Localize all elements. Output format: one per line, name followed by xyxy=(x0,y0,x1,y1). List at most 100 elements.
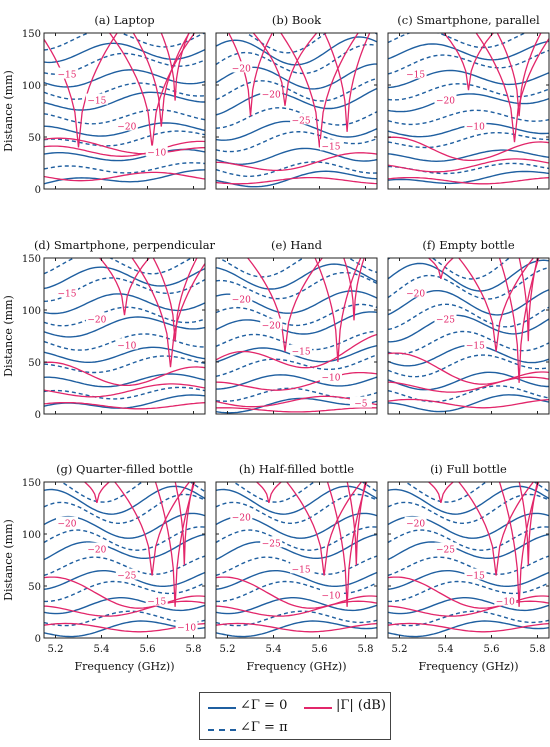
phase-0-contour xyxy=(44,266,205,290)
magnitude-contour xyxy=(252,33,318,106)
magnitude-contour xyxy=(246,258,324,352)
contour-label: −10 xyxy=(322,591,341,601)
phase-0-contour xyxy=(216,374,377,390)
phase-pi-contour xyxy=(216,526,377,551)
contour-label-bg xyxy=(404,516,427,528)
plot-area-9: −20 −25 −15 −10 xyxy=(388,482,549,638)
contour-label-bg xyxy=(56,516,78,528)
contour-label-bg xyxy=(320,588,342,600)
contour-label: −20 xyxy=(436,97,455,107)
legend-phase0-label: ∠Γ = 0 xyxy=(240,698,288,713)
legend-phasepi-label: ∠Γ = π xyxy=(240,720,288,735)
plot-frame xyxy=(387,481,550,639)
contour-label: −20 xyxy=(117,123,136,133)
magnitude-contour xyxy=(216,152,377,172)
magnitude-contour xyxy=(323,33,371,132)
phase-0-contour xyxy=(44,69,205,88)
legend-phasepi-line xyxy=(208,729,236,731)
magnitude-contour xyxy=(216,576,377,609)
panel-title: (b) Book xyxy=(272,13,322,27)
contour-label-bg xyxy=(145,145,168,157)
magnitude-contour xyxy=(44,576,205,609)
magnitude-contour xyxy=(44,33,118,148)
phase-pi-contour xyxy=(216,258,377,278)
x-tick-label: 5.4 xyxy=(438,644,454,655)
panel-3: −15 −20 −10 (c) Smartphone, parallel xyxy=(387,13,550,190)
contour-label-bg xyxy=(464,338,487,350)
magnitude-contour xyxy=(496,33,542,117)
phase-pi-contour xyxy=(388,49,549,75)
contour-label: −5 xyxy=(354,400,368,410)
contour-label: −15 xyxy=(292,565,311,575)
magnitude-contour xyxy=(388,576,549,609)
phase-pi-contour xyxy=(60,482,205,503)
y-axis-label: Distance (mm) xyxy=(2,295,15,377)
y-tick-label: 100 xyxy=(22,81,41,92)
phase-pi-contour xyxy=(388,385,549,403)
phase-pi-contour xyxy=(232,482,377,503)
contour-label-bg xyxy=(290,344,313,356)
magnitude-contour xyxy=(388,622,549,633)
contour-label: −20 xyxy=(262,90,281,100)
magnitude-contour xyxy=(388,376,549,393)
magnitude-contour xyxy=(216,333,377,369)
contour-label: −15 xyxy=(406,71,425,81)
contour-label: −25 xyxy=(436,315,455,325)
contour-label-bg xyxy=(349,396,372,408)
contour-label: −15 xyxy=(147,598,166,608)
y-axis-label: Distance (mm) xyxy=(2,70,15,152)
contour-label: −10 xyxy=(466,123,485,133)
phase-pi-contour xyxy=(388,354,549,378)
panel-1: −15 −15 −20 −10 (a) Laptop 0 50 100 150 Distance … xyxy=(2,13,206,196)
magnitude-contour xyxy=(518,482,539,566)
magnitude-contour xyxy=(44,383,205,398)
contour-label: −10 xyxy=(496,598,515,608)
plot-frame xyxy=(43,257,206,415)
phase-pi-contour xyxy=(216,580,377,603)
phase-0-contour xyxy=(216,311,377,335)
contour-label-bg xyxy=(115,568,138,580)
phase-pi-contour xyxy=(216,271,377,300)
contour-label: −25 xyxy=(436,546,455,556)
phase-0-contour xyxy=(388,149,549,163)
magnitude-contour xyxy=(442,33,495,91)
contour-label: −20 xyxy=(406,289,425,299)
legend-mag-label: |Γ| (dB) xyxy=(336,698,386,713)
plot-area-1: −15 −15 −20 −10 xyxy=(44,33,205,185)
magnitude-contour xyxy=(457,482,535,576)
magnitude-contour xyxy=(285,482,363,576)
phase-pi-contour xyxy=(44,355,205,374)
contour-label: −25 xyxy=(117,572,136,582)
contour-label-bg xyxy=(260,318,283,330)
magnitude-contour xyxy=(388,176,549,185)
magnitude-contour xyxy=(280,33,359,148)
legend: ∠Γ = 0 |Γ| (dB) ∠Γ = π xyxy=(199,692,391,740)
y-tick-label: 150 xyxy=(22,478,41,489)
magnitude-contour xyxy=(216,600,377,617)
phase-pi-contour xyxy=(44,130,205,147)
phase-0-contour xyxy=(388,597,549,615)
contour-label-bg xyxy=(434,312,457,324)
x-tick-label: 5.2 xyxy=(220,644,236,655)
x-tick-label: 5.6 xyxy=(312,644,328,655)
contour-label: −20 xyxy=(262,322,281,332)
plot-frame xyxy=(387,257,550,415)
magnitude-contour xyxy=(216,176,377,185)
phase-0-contour xyxy=(388,93,549,113)
magnitude-contour xyxy=(475,33,549,143)
phase-pi-contour xyxy=(44,82,205,100)
phase-pi-contour xyxy=(388,555,549,577)
y-tick-label: 150 xyxy=(22,29,41,40)
phase-pi-contour xyxy=(244,33,377,54)
magnitude-contour xyxy=(343,258,365,321)
phase-pi-contour xyxy=(388,267,549,300)
panel-5: −20 −20 −15 −10 −5 (e) Hand xyxy=(215,238,378,415)
magnitude-contour xyxy=(44,361,205,387)
magnitude-contour xyxy=(388,136,549,162)
contour-label-bg xyxy=(494,594,517,606)
plot-area-6: −20 −25 −15 xyxy=(388,258,549,413)
contour-label-bg xyxy=(260,87,283,99)
x-tick-label: 5.2 xyxy=(392,644,408,655)
panel-4: −15 −20 −10 (d) Smartphone, perpendicular 0 5… xyxy=(2,238,216,421)
y-tick-label: 0 xyxy=(35,410,41,421)
